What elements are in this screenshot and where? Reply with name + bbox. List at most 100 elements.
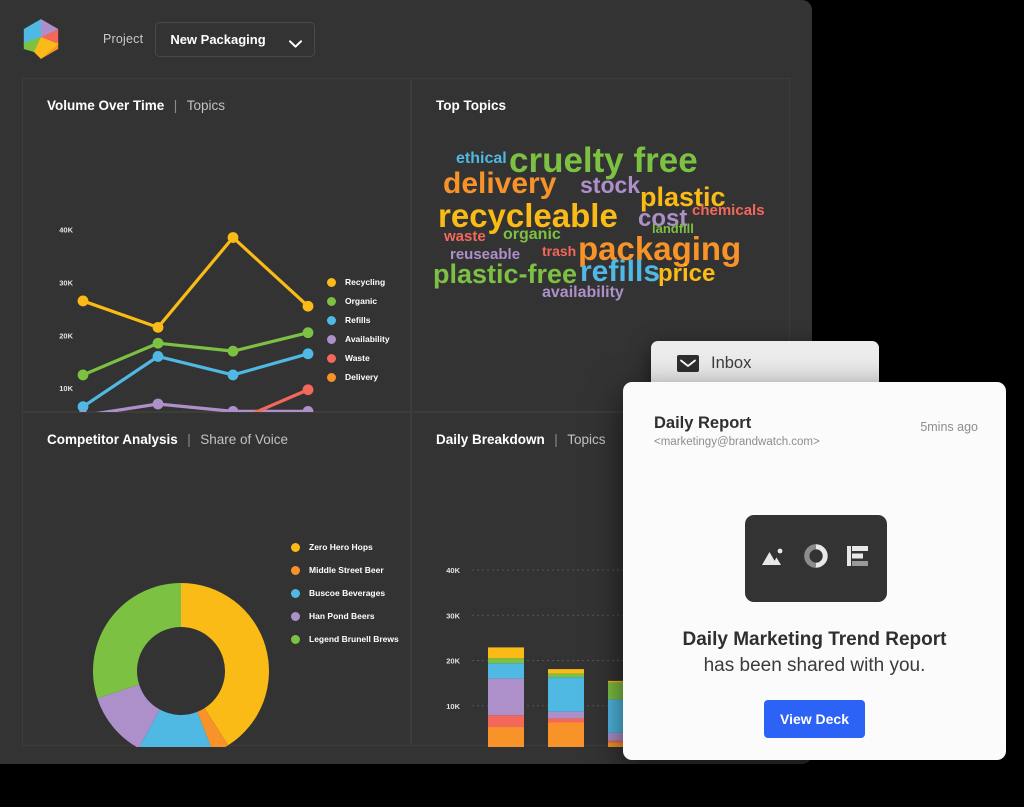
legend-item-label: Middle Street Beer bbox=[309, 565, 384, 575]
notification-header: Daily Report <marketingy@brandwatch.com> bbox=[654, 414, 820, 448]
legend-item[interactable]: Recycling bbox=[327, 277, 390, 287]
word-cloud-term[interactable]: plastic-free bbox=[433, 259, 578, 289]
bar-segment bbox=[488, 715, 524, 728]
word-cloud-term[interactable]: recycleable bbox=[438, 197, 618, 234]
hexagon-logo-icon bbox=[22, 18, 60, 60]
chevron-down-icon bbox=[289, 35, 303, 48]
word-cloud-term[interactable]: plastic bbox=[640, 182, 726, 212]
envelope-icon bbox=[677, 354, 699, 372]
legend-item[interactable]: Buscoe Beverages bbox=[291, 588, 399, 598]
word-cloud-term[interactable]: price bbox=[658, 260, 716, 287]
word-cloud-term[interactable]: refills bbox=[580, 255, 661, 288]
panel-title-volume: Volume Over Time | Topics bbox=[47, 97, 225, 115]
legend-item[interactable]: Legend Brunell Brews bbox=[291, 634, 399, 644]
panel-title-text: Volume Over Time bbox=[47, 98, 165, 113]
word-cloud-term[interactable]: availability bbox=[542, 284, 624, 301]
word-cloud-term[interactable]: cost bbox=[638, 205, 688, 232]
bar-chart-icon bbox=[847, 545, 871, 572]
bar-segment bbox=[548, 718, 584, 723]
line-series bbox=[77, 327, 314, 381]
bar-segment bbox=[488, 663, 524, 679]
legend-item-label: Buscoe Beverages bbox=[309, 588, 386, 598]
panel-volume-over-time: Volume Over Time | Topics 010K20K30K40K2… bbox=[22, 78, 411, 463]
legend-item-label: Recycling bbox=[345, 277, 386, 287]
panel-title-text: Competitor Analysis bbox=[47, 432, 178, 447]
line-series bbox=[77, 348, 314, 413]
donut-slice[interactable] bbox=[93, 583, 181, 699]
bar-segment bbox=[548, 722, 584, 751]
y-axis-tick-label: 30K bbox=[446, 611, 460, 620]
donut-slice[interactable] bbox=[97, 684, 160, 749]
donut-chart[interactable] bbox=[23, 413, 412, 759]
y-axis-tick-label: 40K bbox=[59, 226, 73, 235]
bar-segment bbox=[488, 727, 524, 751]
legend-color-dot bbox=[327, 353, 336, 363]
image-icon bbox=[761, 545, 785, 572]
panel-competitor-analysis: Competitor Analysis | Share of Voice Zer… bbox=[22, 412, 412, 759]
notification-sender: <marketingy@brandwatch.com> bbox=[654, 436, 820, 448]
view-deck-button[interactable]: View Deck bbox=[764, 700, 865, 738]
legend-item[interactable]: Organic bbox=[327, 296, 390, 306]
legend-item[interactable]: Waste bbox=[327, 353, 390, 363]
notification-timestamp: 5mins ago bbox=[920, 420, 978, 434]
legend-item-label: Availability bbox=[345, 334, 390, 344]
panel-title-separator: | bbox=[187, 432, 191, 447]
donut-chart-icon bbox=[804, 544, 828, 573]
word-cloud-term[interactable]: landfill bbox=[652, 221, 694, 236]
legend-color-dot bbox=[291, 588, 300, 598]
legend-color-dot bbox=[291, 611, 300, 621]
bar-stack[interactable] bbox=[488, 647, 524, 751]
panel-subtitle-text: Share of Voice bbox=[200, 432, 289, 447]
line-chart-legend: Recycling Organic Refills Availability Waste… bbox=[327, 277, 390, 391]
legend-color-dot bbox=[291, 634, 300, 644]
word-cloud-term[interactable]: delivery bbox=[443, 167, 557, 200]
project-select[interactable]: New Packaging bbox=[155, 21, 316, 57]
legend-item[interactable]: Han Pond Beers bbox=[291, 611, 399, 621]
donut-slice[interactable] bbox=[197, 708, 229, 753]
report-thumbnail[interactable] bbox=[745, 515, 887, 602]
legend-item[interactable]: Zero Hero Hops bbox=[291, 542, 399, 552]
notification-body-line2: has been shared with you. bbox=[703, 655, 926, 676]
y-axis-tick-label: 40K bbox=[446, 566, 460, 575]
panel-title-text: Top Topics bbox=[436, 98, 506, 113]
inbox-tab[interactable]: Inbox bbox=[651, 341, 879, 385]
project-label: Project bbox=[103, 32, 144, 46]
word-cloud-term[interactable]: organic bbox=[503, 226, 561, 243]
legend-item-label: Delivery bbox=[345, 372, 379, 382]
legend-color-dot bbox=[291, 565, 300, 575]
bar-segment bbox=[548, 673, 584, 678]
line-series bbox=[77, 398, 314, 422]
panel-title-separator: | bbox=[173, 98, 178, 113]
legend-item-label: Refills bbox=[345, 315, 371, 325]
y-axis-tick-label: 20K bbox=[59, 331, 73, 340]
legend-item-label: Waste bbox=[345, 353, 370, 363]
word-cloud-term[interactable]: trash bbox=[542, 243, 577, 259]
word-cloud-term[interactable]: ethical bbox=[456, 150, 507, 167]
legend-color-dot bbox=[327, 296, 336, 306]
word-cloud[interactable]: cruelty free ethical delivery stock plastic r… bbox=[430, 137, 770, 337]
donut-slice[interactable] bbox=[138, 709, 214, 759]
bar-segment bbox=[548, 711, 584, 719]
word-cloud-term[interactable]: reuseable bbox=[450, 246, 521, 263]
notification-body-line1: Daily Marketing Trend Report bbox=[682, 629, 947, 650]
panel-title-topics: Top Topics bbox=[436, 97, 506, 115]
word-cloud-term[interactable]: stock bbox=[580, 172, 641, 198]
panel-subtitle-text: Topics bbox=[567, 432, 606, 447]
bar-stack[interactable] bbox=[548, 669, 584, 751]
panel-grid: Volume Over Time | Topics 010K20K30K40K2… bbox=[22, 78, 791, 759]
bar-segment bbox=[488, 658, 524, 664]
legend-item[interactable]: Availability bbox=[327, 334, 390, 344]
word-cloud-term[interactable]: waste bbox=[444, 228, 486, 245]
y-axis-tick-label: 20K bbox=[446, 657, 460, 666]
legend-item[interactable]: Refills bbox=[327, 315, 390, 325]
legend-item[interactable]: Middle Street Beer bbox=[291, 565, 399, 575]
y-axis-tick-label: 10K bbox=[59, 384, 73, 393]
panel-title-competitor: Competitor Analysis | Share of Voice bbox=[47, 431, 288, 449]
legend-item[interactable]: Delivery bbox=[327, 372, 390, 382]
word-cloud-term[interactable]: packaging bbox=[578, 230, 742, 267]
donut-slice[interactable] bbox=[181, 583, 269, 746]
panel-top-topics: Top Topics cruelty free ethical delivery st… bbox=[411, 78, 790, 412]
word-cloud-term[interactable]: chemicals bbox=[692, 202, 765, 219]
word-cloud-term[interactable]: cruelty free bbox=[509, 141, 698, 180]
